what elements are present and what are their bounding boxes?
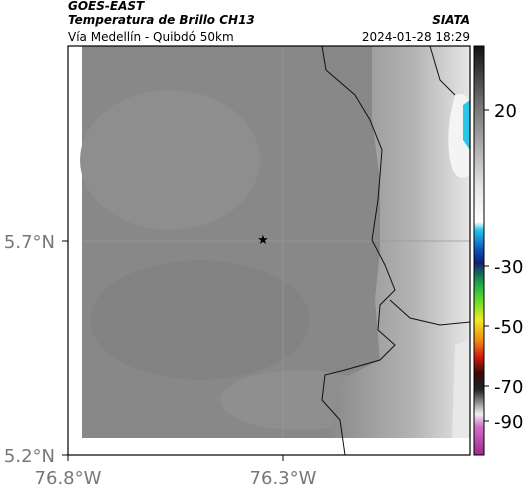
cold-cloud-core: [463, 100, 470, 150]
cold-cloud: [452, 340, 470, 438]
lon-label: 76.3°W: [250, 468, 317, 489]
lat-label: 5.2°N: [4, 446, 55, 467]
terrain-east: [330, 46, 470, 438]
colorbar-tick-label: -90: [494, 412, 523, 433]
cloud-texture: [80, 90, 260, 230]
colorbar-tick-label: 20: [494, 101, 517, 122]
colorbar-tick-label: -70: [494, 377, 523, 398]
map-area: ★: [67, 45, 471, 456]
product-title: Temperatura de Brillo CH13: [68, 13, 255, 27]
map-frame: [67, 45, 471, 456]
colorbar: [473, 45, 485, 456]
boundary-line: [429, 45, 456, 96]
lon-label: 76.8°W: [35, 468, 102, 489]
colorbar-scale: [473, 45, 485, 456]
location-marker: ★: [257, 233, 269, 248]
region-label: Vía Medellín - Quibdó 50km: [68, 30, 234, 44]
boundary-line: [321, 45, 396, 456]
cloud-texture: [90, 260, 310, 380]
colorbar-tick-label: -50: [494, 317, 523, 338]
lat-label: 5.7°N: [4, 232, 55, 253]
colorbar-tick-label: -30: [494, 257, 523, 278]
source-label: SIATA: [432, 13, 470, 27]
boundary-line: [389, 299, 471, 326]
satellite-title: GOES-EAST: [68, 0, 145, 13]
timestamp: 2024-01-28 18:29: [362, 30, 470, 44]
